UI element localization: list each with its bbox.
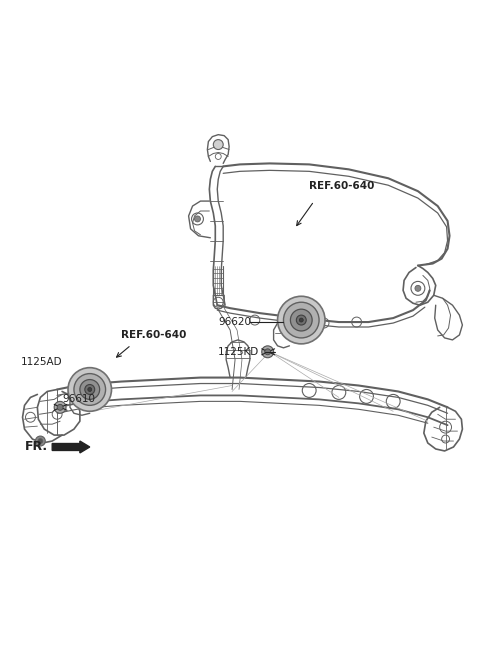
Circle shape xyxy=(88,388,92,392)
Text: 1125KD: 1125KD xyxy=(218,347,260,357)
Circle shape xyxy=(296,315,306,325)
Circle shape xyxy=(264,349,271,355)
Circle shape xyxy=(213,140,223,150)
Text: REF.60-640: REF.60-640 xyxy=(121,330,187,340)
Circle shape xyxy=(54,401,66,413)
Text: REF.60-640: REF.60-640 xyxy=(309,181,374,191)
Circle shape xyxy=(284,302,319,338)
Text: 96610: 96610 xyxy=(62,394,95,404)
FancyArrow shape xyxy=(52,441,90,453)
Circle shape xyxy=(36,436,45,446)
Circle shape xyxy=(74,374,106,405)
Circle shape xyxy=(85,384,95,394)
Circle shape xyxy=(38,439,43,443)
Text: 96620: 96620 xyxy=(218,317,251,327)
Circle shape xyxy=(68,367,111,411)
Circle shape xyxy=(415,285,421,291)
Circle shape xyxy=(277,297,325,344)
Circle shape xyxy=(57,404,63,410)
Circle shape xyxy=(80,380,100,400)
Text: 1125AD: 1125AD xyxy=(21,357,62,367)
Circle shape xyxy=(290,309,312,331)
Circle shape xyxy=(300,318,303,322)
Text: FR.: FR. xyxy=(24,440,48,453)
Circle shape xyxy=(194,216,201,222)
Circle shape xyxy=(262,346,274,358)
